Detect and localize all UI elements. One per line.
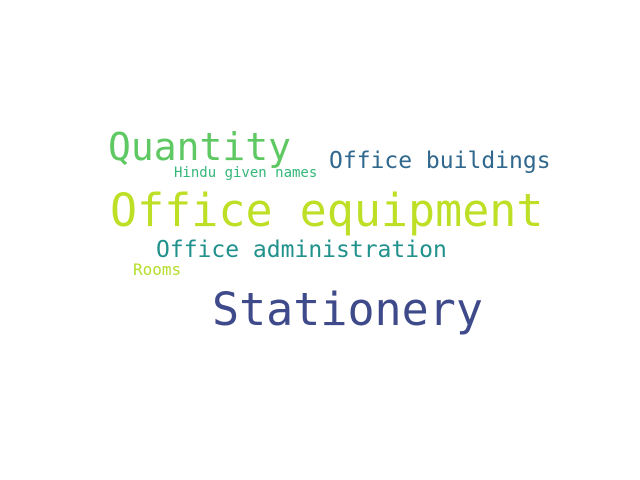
word-office-equipment: Office equipment [110,184,544,237]
word-office-administration: Office administration [156,237,447,263]
word-quantity: Quantity [108,125,292,169]
word-office-buildings: Office buildings [329,148,551,174]
word-rooms: Rooms [133,260,182,279]
word-hindu-given-names: Hindu given names [174,165,318,181]
word-stationery: Stationery [212,283,483,336]
